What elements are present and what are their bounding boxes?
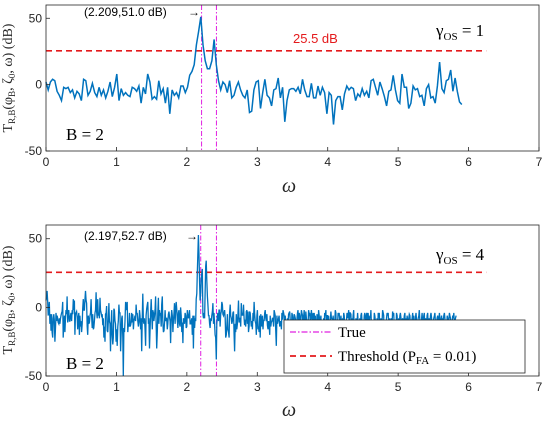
x-tick-label: 4 — [324, 155, 331, 169]
x-tick-label: 6 — [465, 380, 472, 394]
x-tick-label: 0 — [43, 155, 50, 169]
y-tick-label: 0 — [35, 78, 42, 92]
x-tick-label: 1 — [113, 380, 120, 394]
y-tick-label: -50 — [25, 369, 43, 383]
plot-area — [46, 5, 539, 151]
spectrum-line — [45, 234, 457, 377]
y-axis-title: TR,B(φB, ζ0, ω) (dB) — [1, 23, 17, 132]
gamma-label: γOS = 1 — [435, 21, 484, 43]
x-tick-label: 5 — [395, 155, 402, 169]
x-tick-label: 2 — [184, 380, 191, 394]
x-tick-label: 7 — [536, 380, 543, 394]
y-tick-label: 50 — [29, 232, 43, 246]
threshold-label: 25.5 dB — [293, 31, 338, 46]
peak-arrow: → — [188, 5, 200, 19]
x-tick-label: 6 — [465, 155, 472, 169]
peak-arrow: → — [186, 229, 198, 243]
x-tick-label: 3 — [254, 380, 261, 394]
b-label: B = 2 — [66, 354, 104, 373]
y-axis-title: TR,B(φB, ζ0, ω) (dB) — [1, 245, 17, 354]
axes-box — [45, 4, 540, 152]
spectrum-line — [45, 16, 463, 125]
axes-box — [45, 224, 540, 377]
x-axis-title: ω — [282, 175, 296, 197]
y-tick-label: 0 — [35, 300, 42, 314]
peak-annotation: (2.209,51.0 dB) — [84, 5, 167, 19]
x-tick-label: 3 — [254, 155, 261, 169]
y-tick-label: 50 — [29, 11, 43, 25]
y-tick-label: -50 — [25, 144, 43, 158]
x-tick-label: 5 — [395, 380, 402, 394]
x-ticks: 0 1 2 3 4 5 6 7 — [43, 147, 543, 169]
b-label: B = 2 — [66, 125, 104, 144]
x-tick-label: 0 — [43, 380, 50, 394]
y-ticks: -50 0 50 — [25, 11, 50, 158]
peak-annotation: (2.197,52.7 dB) — [84, 229, 167, 243]
x-tick-label: 2 — [184, 155, 191, 169]
gamma-label: γOS = 4 — [435, 245, 485, 267]
x-tick-label: 1 — [113, 155, 120, 169]
x-tick-label: 4 — [324, 380, 331, 394]
legend-threshold-label: Threshold (PFA = 0.01) — [338, 349, 476, 367]
x-axis-title: ω — [282, 399, 296, 421]
y-ticks: -50 0 50 — [25, 232, 50, 383]
x-tick-label: 7 — [536, 155, 543, 169]
legend-true-label: True — [338, 325, 366, 341]
legend-box — [283, 319, 526, 374]
legend: True Threshold (PFA = 0.01) — [283, 319, 526, 374]
